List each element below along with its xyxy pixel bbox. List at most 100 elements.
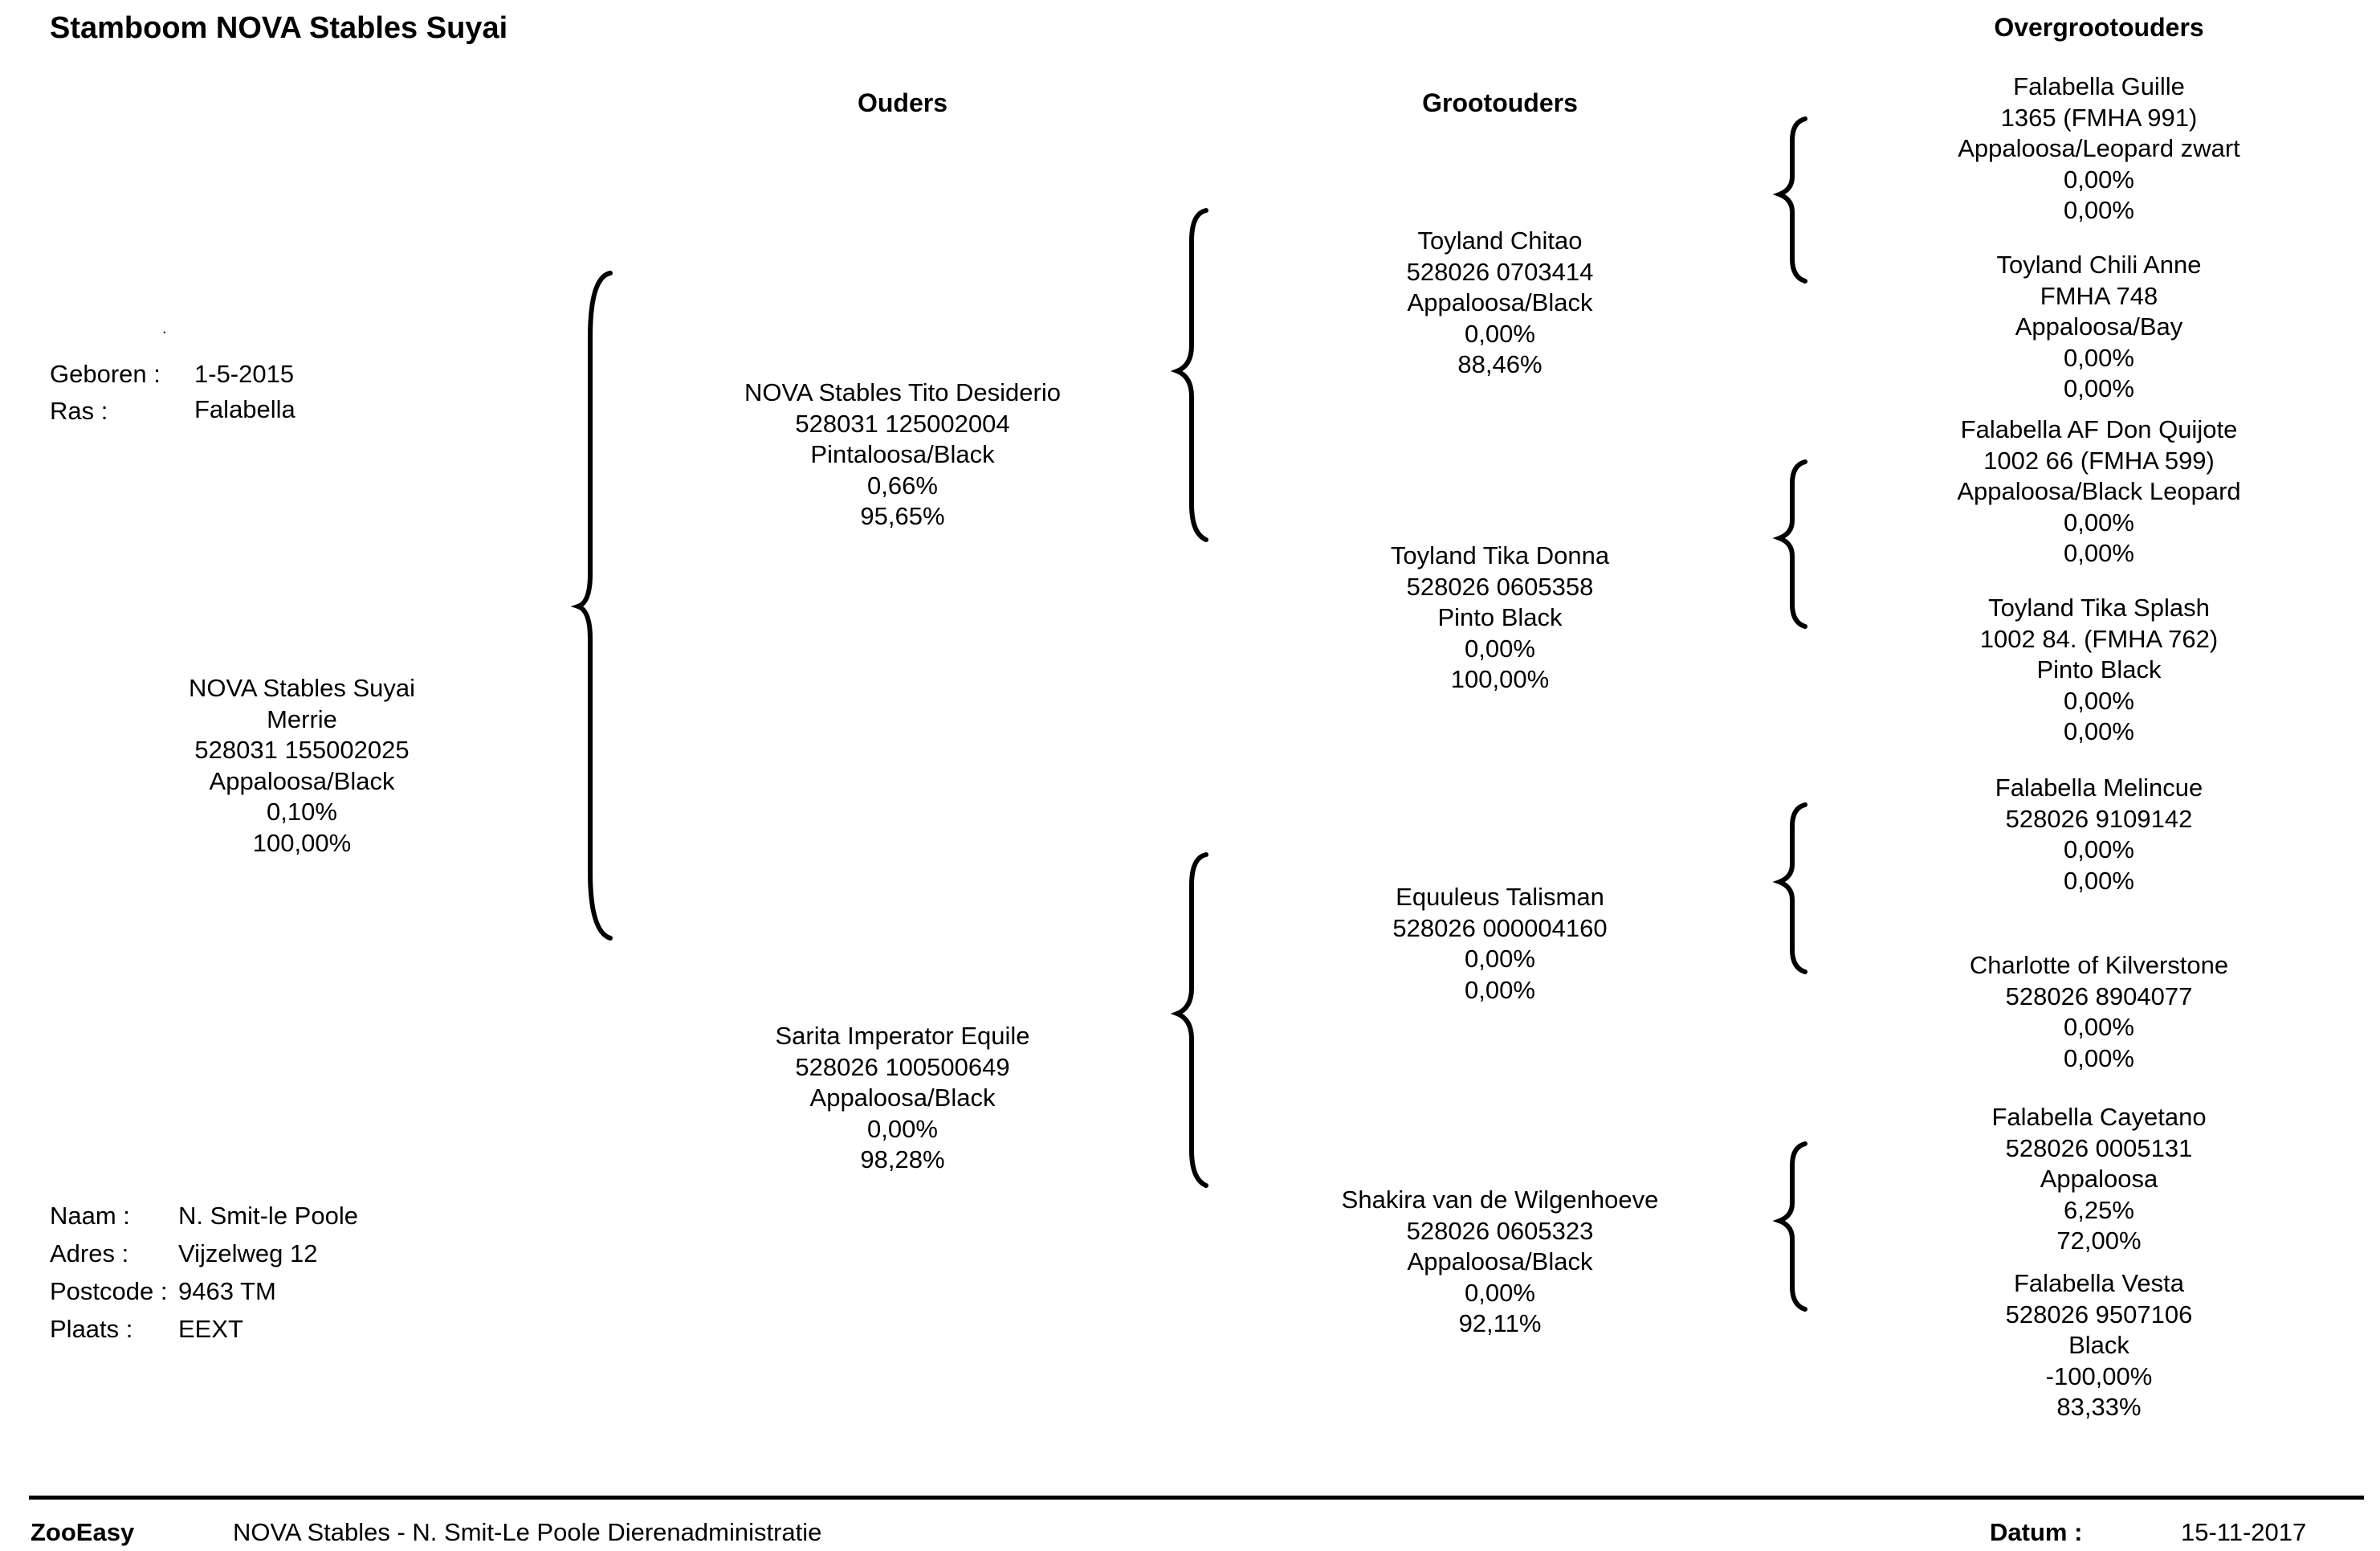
- parent-card-sire: NOVA Stables Tito Desiderio 528031 12500…: [744, 378, 1061, 533]
- owner-address-label: Adres :: [50, 1239, 129, 1267]
- grandparent-card: Toyland Chitao 528026 0703414 Appaloosa/…: [1407, 226, 1594, 381]
- card-line: 0,00%: [2064, 1013, 2134, 1041]
- card-line: 0,00%: [1465, 945, 1535, 973]
- card-line: 528026 0005131: [2005, 1133, 2193, 1162]
- brace-gp2: [1772, 459, 1807, 629]
- header-parents: Ouders: [857, 88, 948, 117]
- owner-name-label: Naam :: [50, 1202, 130, 1230]
- card-line: 528026 100500649: [795, 1052, 1010, 1081]
- card-line: Falabella Guille: [2013, 72, 2185, 100]
- card-line: 528026 000004160: [1392, 913, 1608, 942]
- card-line: Toyland Tika Donna: [1390, 541, 1610, 569]
- breed-value: Falabella: [194, 395, 295, 423]
- card-line: 1002 66 (FMHA 599): [1983, 446, 2215, 475]
- card-line: 88,46%: [1457, 350, 1543, 378]
- owner-postcode-value: 9463 TM: [178, 1277, 276, 1305]
- great-grandparent-card: Falabella Melincue 528026 9109142 0,00% …: [1995, 773, 2203, 896]
- subject-pct1: 0,10%: [267, 798, 337, 826]
- card-line: 0,00%: [2064, 539, 2134, 567]
- great-grandparent-card: Falabella Guille 1365 (FMHA 991) Appaloo…: [1958, 71, 2240, 227]
- card-line: 0,00%: [2064, 343, 2134, 372]
- card-line: 83,33%: [2056, 1393, 2142, 1421]
- subject-name: NOVA Stables Suyai: [188, 674, 416, 702]
- page-title: Stamboom NOVA Stables Suyai: [50, 11, 508, 45]
- card-line: 528026 0605323: [1406, 1216, 1594, 1245]
- card-line: Appaloosa/Black Leopard: [1957, 477, 2241, 505]
- brace-main: [570, 271, 613, 941]
- card-line: Toyland Chitao: [1417, 227, 1583, 255]
- great-grandparent-card: Toyland Chili Anne FMHA 748 Appaloosa/Ba…: [1996, 250, 2201, 405]
- card-line: Shakira van de Wilgenhoeve: [1341, 1186, 1659, 1214]
- grandparent-card: Shakira van de Wilgenhoeve 528026 060532…: [1342, 1185, 1659, 1340]
- card-line: Falabella AF Don Quijote: [1960, 415, 2238, 443]
- brace-gp3: [1772, 802, 1807, 974]
- header-great-grandparents: Overgrootouders: [1994, 13, 2204, 42]
- card-line: Appaloosa/Black: [1407, 1247, 1593, 1275]
- card-line: 95,65%: [860, 502, 945, 530]
- breed-label: Ras :: [50, 397, 108, 425]
- card-line: Pinto Black: [2036, 655, 2162, 684]
- card-line: Black: [2068, 1331, 2129, 1359]
- owner-postcode-label: Postcode :: [50, 1277, 168, 1305]
- card-line: Sarita Imperator Equile: [775, 1022, 1030, 1050]
- card-line: Appaloosa/Leopard zwart: [1958, 134, 2240, 162]
- great-grandparent-card: Charlotte of Kilverstone 528026 8904077 …: [1970, 950, 2228, 1074]
- card-line: 528026 8904077: [2005, 982, 2193, 1010]
- footer-description: NOVA Stables - N. Smit-Le Poole Dierenad…: [233, 1518, 822, 1546]
- footer-divider: [29, 1496, 2364, 1500]
- subject-sex: Merrie: [267, 704, 337, 733]
- card-line: 1365 (FMHA 991): [2000, 103, 2198, 132]
- card-line: 0,00%: [1465, 1278, 1535, 1307]
- card-line: 528026 9507106: [2005, 1300, 2193, 1329]
- owner-city-value: EEXT: [178, 1315, 243, 1343]
- header-grandparents: Grootouders: [1422, 88, 1578, 117]
- card-line: 98,28%: [860, 1145, 945, 1173]
- card-line: Falabella Melincue: [1995, 773, 2203, 802]
- great-grandparent-card: Falabella Vesta 528026 9507106 Black -10…: [2006, 1268, 2193, 1423]
- card-line: 0,66%: [867, 471, 938, 500]
- card-line: 528026 0703414: [1406, 257, 1594, 286]
- brace-sire: [1170, 208, 1208, 542]
- card-line: 1002 84. (FMHA 762): [1979, 624, 2219, 653]
- parent-card-dam: Sarita Imperator Equile 528026 100500649…: [775, 1021, 1029, 1176]
- subject-color: Appaloosa/Black: [209, 766, 395, 795]
- card-line: 0,00%: [2064, 1043, 2134, 1072]
- footer-date-label: Datum :: [1990, 1518, 2083, 1546]
- subject-card: NOVA Stables Suyai Merrie 528031 1550020…: [189, 673, 415, 859]
- card-line: Falabella Cayetano: [1991, 1103, 2207, 1131]
- owner-address-value: Vijzelweg 12: [178, 1239, 318, 1267]
- brace-dam: [1170, 852, 1208, 1188]
- card-line: Equuleus Talisman: [1396, 883, 1604, 911]
- card-line: 528026 9109142: [2005, 804, 2193, 833]
- card-line: 0,00%: [1465, 319, 1535, 348]
- great-grandparent-card: Falabella Cayetano 528026 0005131 Appalo…: [1991, 1102, 2206, 1257]
- card-line: 92,11%: [1458, 1309, 1542, 1337]
- grandparent-card: Equuleus Talisman 528026 000004160 0,00%…: [1392, 882, 1607, 1006]
- grandparent-card: Toyland Tika Donna 528026 0605358 Pinto …: [1391, 541, 1609, 696]
- card-line: 6,25%: [2064, 1195, 2134, 1224]
- card-line: FMHA 748: [2040, 281, 2158, 310]
- card-line: 528031 125002004: [795, 409, 1010, 438]
- born-label: Geboren :: [50, 360, 161, 388]
- card-line: NOVA Stables Tito Desiderio: [744, 378, 1061, 406]
- card-line: 72,00%: [2056, 1227, 2142, 1255]
- card-line: 0,00%: [2064, 508, 2134, 537]
- card-line: Appaloosa/Black: [1407, 288, 1593, 316]
- card-line: 0,00%: [2064, 717, 2134, 745]
- card-line: 0,00%: [2064, 196, 2134, 224]
- card-line: 0,00%: [1465, 975, 1535, 1004]
- card-line: -100,00%: [2045, 1361, 2153, 1390]
- card-line: 0,00%: [2064, 866, 2134, 895]
- card-line: Appaloosa/Black: [809, 1084, 996, 1112]
- card-line: 100,00%: [1450, 665, 1550, 693]
- card-line: Toyland Chili Anne: [1996, 251, 2202, 279]
- subject-pct2: 100,00%: [252, 828, 352, 857]
- brace-gp1: [1772, 116, 1807, 284]
- born-value: 1-5-2015: [194, 360, 295, 388]
- card-line: 0,00%: [2064, 686, 2134, 715]
- card-line: Pintaloosa/Black: [810, 440, 995, 468]
- owner-city-label: Plaats :: [50, 1315, 133, 1343]
- card-line: Appaloosa/Bay: [2015, 312, 2183, 341]
- great-grandparent-card: Toyland Tika Splash 1002 84. (FMHA 762) …: [1980, 593, 2218, 748]
- subject-id: 528031 155002025: [194, 736, 410, 764]
